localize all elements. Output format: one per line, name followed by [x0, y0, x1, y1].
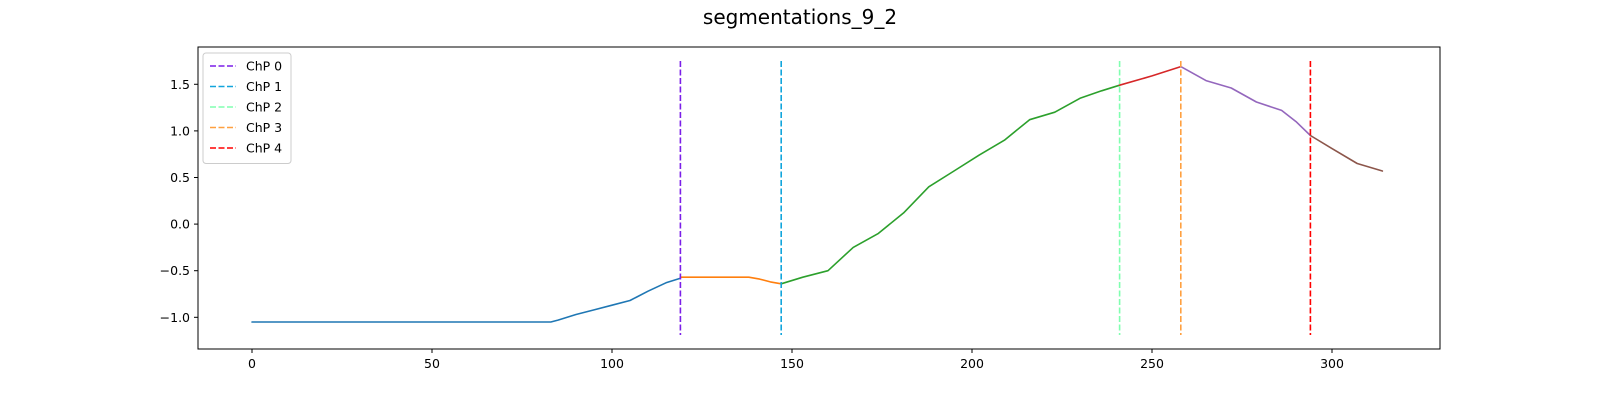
x-tick-label: 250 [1140, 356, 1164, 371]
series-segment-4 [1180, 65, 1312, 137]
y-tick-label: −0.5 [160, 263, 190, 278]
chart-title: segmentations_9_2 [703, 5, 897, 29]
series-segment-1 [679, 276, 783, 285]
x-tick-label: 0 [248, 356, 256, 371]
x-tick-label: 200 [960, 356, 984, 371]
x-tick-label: 100 [600, 356, 624, 371]
x-tick-label: 50 [424, 356, 440, 371]
x-tick-label: 300 [1320, 356, 1344, 371]
legend-label-0: ChP 0 [246, 59, 282, 74]
y-tick-label: 1.0 [170, 123, 190, 138]
y-tick-label: 1.5 [170, 77, 190, 92]
legend-label-3: ChP 3 [246, 120, 282, 135]
y-tick-label: 0.0 [170, 217, 190, 232]
legend-label-2: ChP 2 [246, 100, 282, 115]
series-segment-5 [1309, 134, 1384, 172]
series-segment-0 [251, 277, 682, 323]
legend-label-4: ChP 4 [246, 141, 282, 156]
series-segment-3 [1118, 65, 1182, 86]
plot-frame [197, 46, 1441, 350]
y-tick-label: 0.5 [170, 170, 190, 185]
legend-label-1: ChP 1 [246, 79, 282, 94]
y-tick-label: −1.0 [160, 310, 190, 325]
x-tick-label: 150 [780, 356, 804, 371]
series-segment-2 [780, 84, 1121, 285]
legend-box [202, 52, 292, 164]
